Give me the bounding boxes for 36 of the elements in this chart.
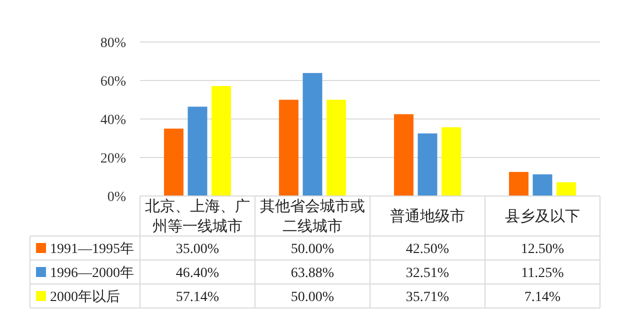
bar [508,172,528,196]
x-tick-label: 普通地级市 [390,208,465,225]
data-label: 46.40% [176,266,220,281]
x-tick-label: 其他省会城市或二线城市 [260,198,365,235]
y-tick-label: 20% [100,152,126,166]
bar [418,133,438,196]
data-label: 35.00% [176,242,220,257]
legend-label: 1991—1995年 [50,241,134,257]
bar [164,128,184,196]
x-tick-label: 北京、上海、广州等一线城市 [145,198,250,235]
data-label: 50.00% [290,290,334,305]
legend-label: 1996—2000年 [50,265,134,281]
data-label: 12.50% [520,242,564,257]
y-tick-label: 60% [100,74,126,90]
data-label: 50.00% [290,242,334,257]
data-label: 11.25% [521,266,564,281]
bar [326,100,346,196]
bar [278,100,298,196]
data-label: 35.71% [406,290,450,305]
data-label: 63.88% [290,266,334,281]
legend-label: 2000年以后 [50,289,120,305]
bar [532,174,552,196]
y-tick-label: 80% [100,36,126,51]
y-tick-label: 40% [100,113,126,128]
bar [188,106,208,196]
x-tick-label: 县乡及以下 [505,208,580,225]
data-label: 42.50% [406,242,450,257]
bar [394,114,414,196]
bar [212,86,232,196]
data-label: 32.51% [406,266,450,281]
data-label: 57.14% [176,290,220,305]
bar [556,182,576,196]
bar [302,73,322,196]
y-tick-label: 0% [107,190,126,205]
data-label: 7.14% [524,290,561,305]
bar [442,127,462,196]
